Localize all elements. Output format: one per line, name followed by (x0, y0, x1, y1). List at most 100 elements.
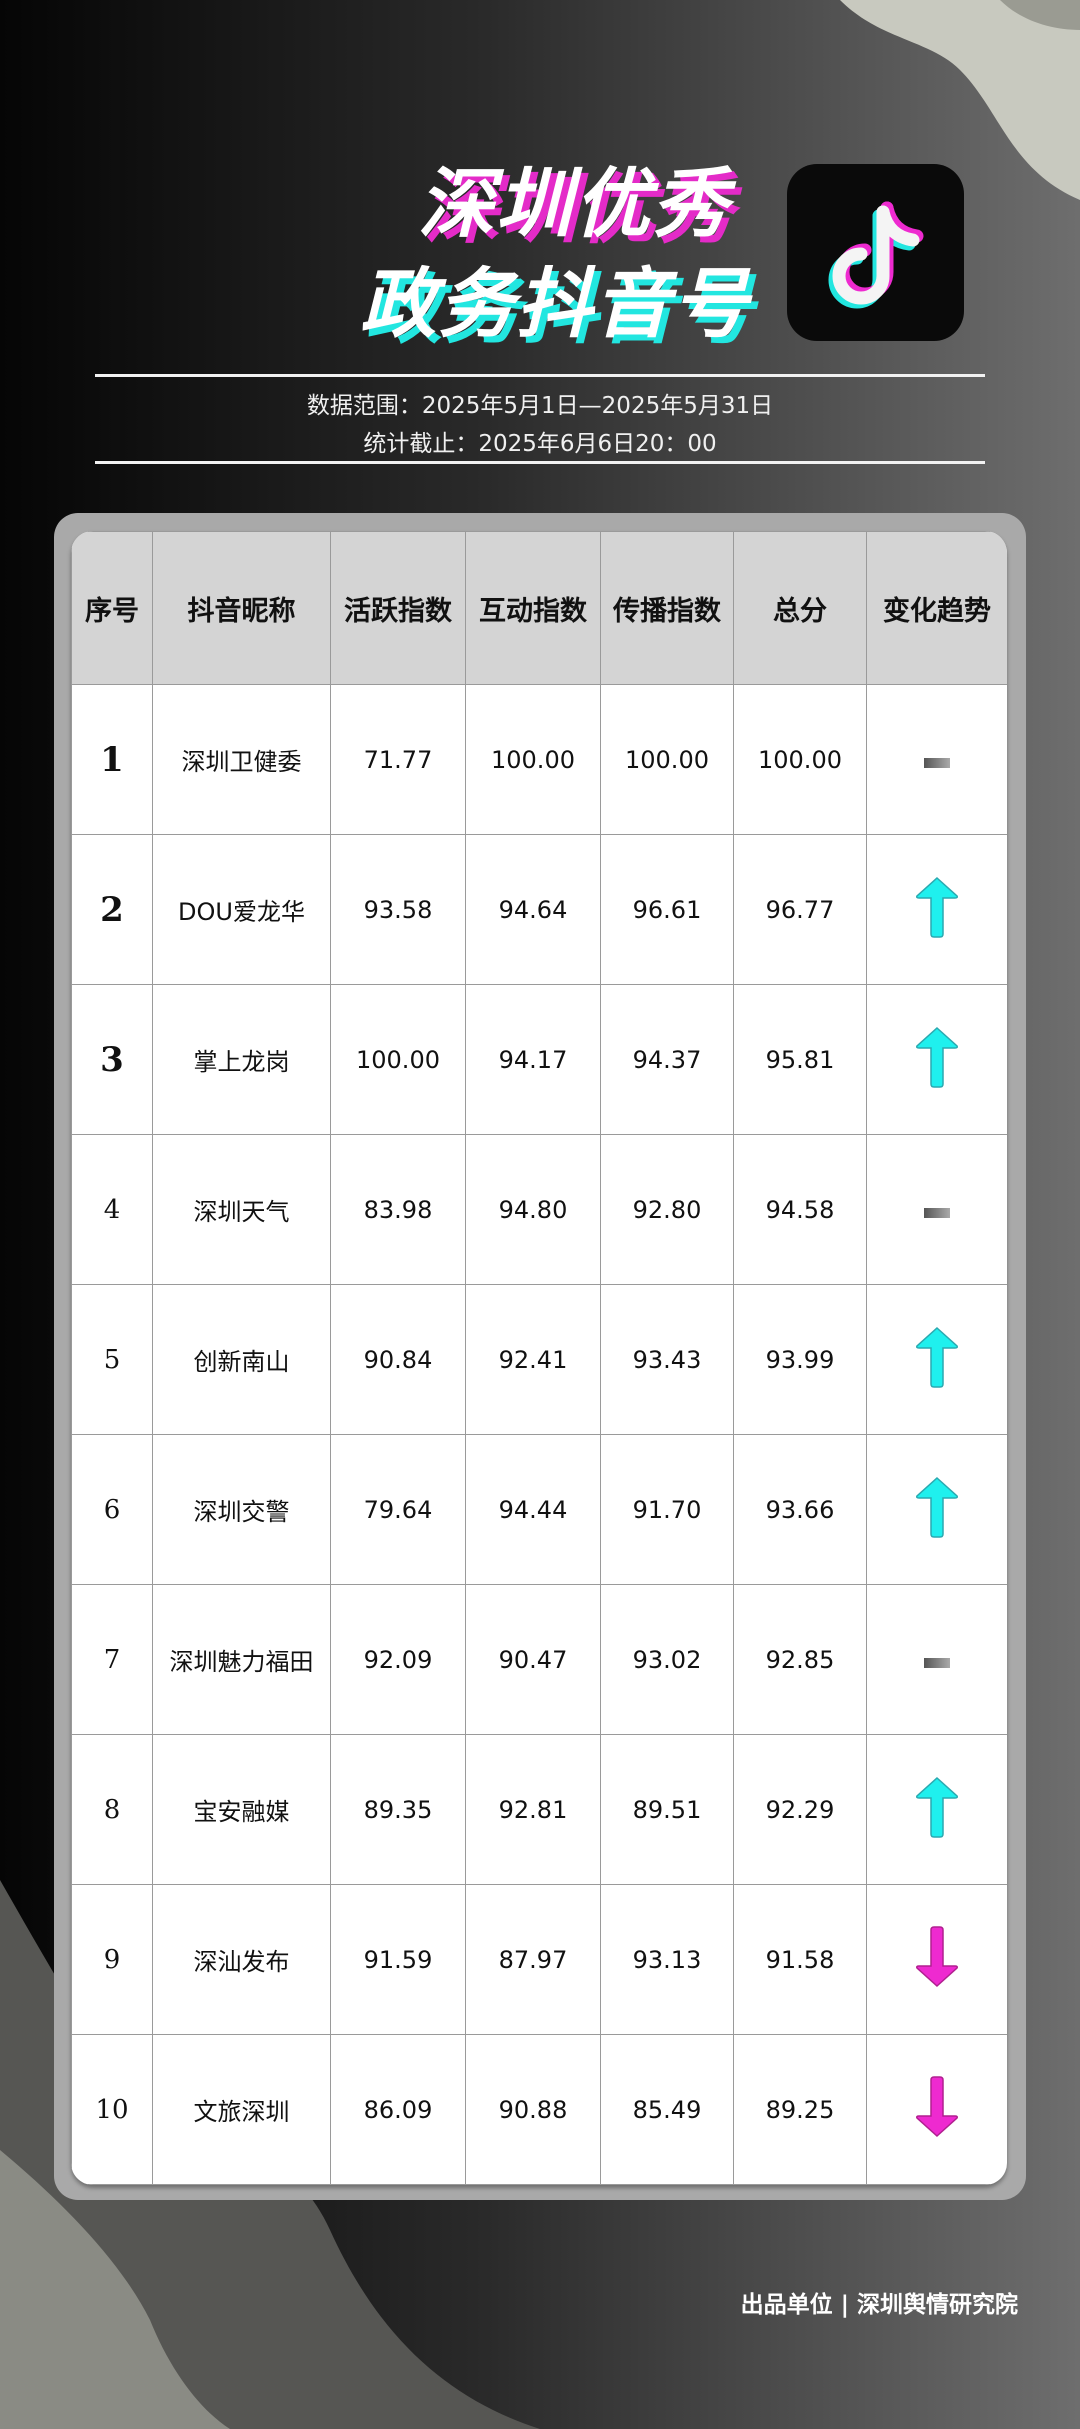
spread-index-cell: 96.61 (600, 834, 734, 985)
name-cell: 深圳交警 (152, 1434, 331, 1585)
trend-flat-dash-icon (924, 1657, 950, 1668)
producer-credit: 出品单位 | 深圳舆情研究院 (740, 2292, 1018, 2318)
active-index-cell: 83.98 (330, 1134, 466, 1285)
rank-cell: 10 (71, 2034, 153, 2185)
trend-cell (866, 1434, 1007, 1585)
rank-cell: 8 (71, 1734, 153, 1885)
trend-up-arrow-icon (916, 1326, 958, 1388)
trend-cell (866, 1284, 1007, 1435)
cutoff-text: 统计截止：2025年6月6日20：00 (363, 431, 717, 457)
ranking-table-container: 序号 抖音昵称 活跃指数 互动指数 传播指数 总分 变化趋势 1 深圳卫健委 71.… (71, 531, 1007, 2185)
rank-cell: 9 (71, 1884, 153, 2035)
rank-cell: 2 (71, 834, 153, 985)
trend-cell (866, 984, 1007, 1135)
total-score-cell: 93.66 (733, 1434, 867, 1585)
table-row: 3 掌上龙岗 100.00 94.17 94.37 95.81 (71, 984, 1007, 1135)
rank-cell: 1 (71, 684, 153, 835)
header-interact: 互动指数 (465, 531, 601, 685)
trend-cell (866, 1734, 1007, 1885)
data-range-text: 数据范围：2025年5月1日—2025年5月31日 (306, 393, 774, 419)
rank-cell: 3 (71, 984, 153, 1135)
active-index-cell: 90.84 (330, 1284, 466, 1435)
active-index-cell: 92.09 (330, 1584, 466, 1735)
trend-down-arrow-icon (916, 2075, 958, 2137)
interact-index-cell: 94.17 (465, 984, 601, 1135)
table-row: 8 宝安融媒 89.35 92.81 89.51 92.29 (71, 1734, 1007, 1885)
interact-index-cell: 90.47 (465, 1584, 601, 1735)
trend-up-arrow-icon (916, 1476, 958, 1538)
name-cell: 深圳卫健委 (152, 684, 331, 835)
trend-cell (866, 1884, 1007, 2035)
active-index-cell: 86.09 (330, 2034, 466, 2185)
rank-cell: 5 (71, 1284, 153, 1435)
spread-index-cell: 85.49 (600, 2034, 734, 2185)
name-cell: 宝安融媒 (152, 1734, 331, 1885)
trend-down-arrow-icon (916, 1925, 958, 1987)
divider-bottom (95, 461, 985, 464)
header-rank: 序号 (71, 531, 153, 685)
spread-index-cell: 93.13 (600, 1884, 734, 2035)
table-row: 7 深圳魅力福田 92.09 90.47 93.02 92.85 (71, 1584, 1007, 1735)
interact-index-cell: 92.41 (465, 1284, 601, 1435)
total-score-cell: 92.85 (733, 1584, 867, 1735)
name-cell: 掌上龙岗 (152, 984, 331, 1135)
douyin-logo-icon (787, 164, 964, 341)
table-row: 1 深圳卫健委 71.77 100.00 100.00 100.00 (71, 684, 1007, 835)
rank-cell: 4 (71, 1134, 153, 1285)
interact-index-cell: 90.88 (465, 2034, 601, 2185)
interact-index-cell: 100.00 (465, 684, 601, 835)
total-score-cell: 93.99 (733, 1284, 867, 1435)
trend-cell (866, 1584, 1007, 1735)
name-cell: 创新南山 (152, 1284, 331, 1435)
total-score-cell: 89.25 (733, 2034, 867, 2185)
interact-index-cell: 92.81 (465, 1734, 601, 1885)
active-index-cell: 89.35 (330, 1734, 466, 1885)
total-score-cell: 92.29 (733, 1734, 867, 1885)
table-row: 10 文旅深圳 86.09 90.88 85.49 89.25 (71, 2034, 1007, 2185)
total-score-cell: 96.77 (733, 834, 867, 985)
rank-cell: 7 (71, 1584, 153, 1735)
name-cell: 深圳魅力福田 (152, 1584, 331, 1735)
header-active: 活跃指数 (330, 531, 466, 685)
table-row: 4 深圳天气 83.98 94.80 92.80 94.58 (71, 1134, 1007, 1285)
trend-cell (866, 2034, 1007, 2185)
ranking-table: 序号 抖音昵称 活跃指数 互动指数 传播指数 总分 变化趋势 1 深圳卫健委 71.… (71, 531, 1007, 2185)
interact-index-cell: 94.44 (465, 1434, 601, 1585)
name-cell: 深圳天气 (152, 1134, 331, 1285)
interact-index-cell: 94.80 (465, 1134, 601, 1285)
divider-top (95, 374, 985, 377)
trend-cell (866, 834, 1007, 985)
total-score-cell: 95.81 (733, 984, 867, 1135)
spread-index-cell: 91.70 (600, 1434, 734, 1585)
rank-cell: 6 (71, 1434, 153, 1585)
name-cell: DOU爱龙华 (152, 834, 331, 985)
name-cell: 文旅深圳 (152, 2034, 331, 2185)
spread-index-cell: 100.00 (600, 684, 734, 835)
trend-cell (866, 1134, 1007, 1285)
trend-up-arrow-icon (916, 1776, 958, 1838)
spread-index-cell: 93.43 (600, 1284, 734, 1435)
trend-up-arrow-icon (916, 876, 958, 938)
table-row: 2 DOU爱龙华 93.58 94.64 96.61 96.77 (71, 834, 1007, 985)
spread-index-cell: 89.51 (600, 1734, 734, 1885)
trend-up-arrow-icon (916, 1026, 958, 1088)
total-score-cell: 94.58 (733, 1134, 867, 1285)
header-name: 抖音昵称 (152, 531, 331, 685)
total-score-cell: 91.58 (733, 1884, 867, 2035)
title-line-2: 政务抖音号 (360, 259, 750, 348)
spread-index-cell: 92.80 (600, 1134, 734, 1285)
name-cell: 深汕发布 (152, 1884, 331, 2035)
interact-index-cell: 87.97 (465, 1884, 601, 2035)
table-row: 5 创新南山 90.84 92.41 93.43 93.99 (71, 1284, 1007, 1435)
header-total: 总分 (733, 531, 867, 685)
active-index-cell: 71.77 (330, 684, 466, 835)
table-row: 9 深汕发布 91.59 87.97 93.13 91.58 (71, 1884, 1007, 2035)
interact-index-cell: 94.64 (465, 834, 601, 985)
table-row: 6 深圳交警 79.64 94.44 91.70 93.66 (71, 1434, 1007, 1585)
trend-flat-dash-icon (924, 1207, 950, 1218)
header-trend: 变化趋势 (866, 531, 1007, 685)
active-index-cell: 91.59 (330, 1884, 466, 2035)
spread-index-cell: 93.02 (600, 1584, 734, 1735)
active-index-cell: 79.64 (330, 1434, 466, 1585)
